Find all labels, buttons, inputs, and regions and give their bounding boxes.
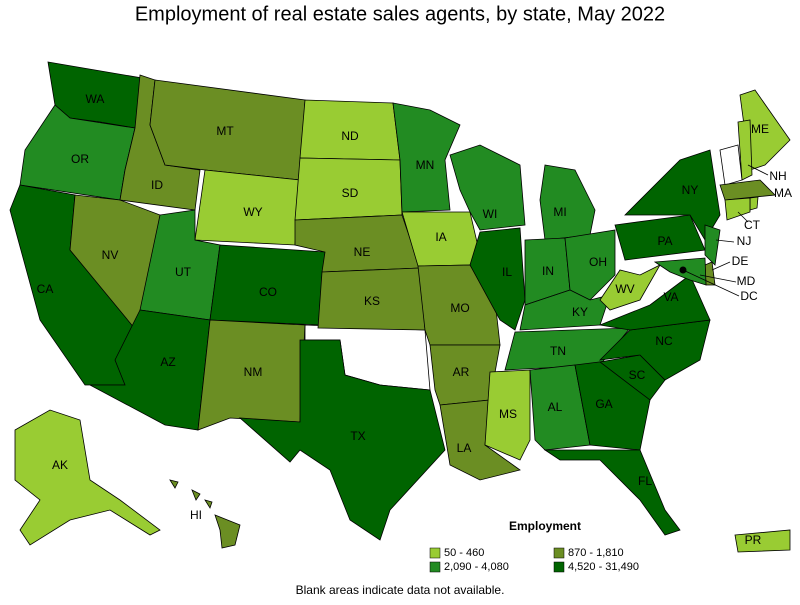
state-label: CA [37,282,54,296]
state [624,149,721,241]
leader-line [747,164,769,176]
state-label: PA [657,234,672,248]
state-label: ME [751,122,769,136]
state-label: NH [769,169,786,183]
legend-label: 2,090 - 4,080 [444,561,509,573]
state [14,409,161,546]
state [484,369,531,461]
state-label: KY [572,305,588,319]
state-label: DE [732,254,749,268]
state-label: SD [342,186,359,200]
state [214,514,241,549]
state-label: NM [244,365,263,379]
state [529,364,591,451]
state-label: IL [502,265,512,279]
legend-label: 4,520 - 31,490 [568,561,639,573]
state-label: WI [483,207,498,221]
state-label: LA [457,441,472,455]
legend-title: Employment [509,519,581,533]
state-label: IA [435,230,446,244]
state-label: AK [52,458,68,472]
leader-line [715,239,735,243]
state [598,274,711,331]
state-label: DC [740,289,758,303]
state [449,144,526,231]
legend: 50 - 460 870 - 1,810 2,090 - 4,080 4,520 - … [429,547,639,573]
state-label: IN [542,264,554,278]
legend-swatch [553,547,565,559]
state [469,227,526,331]
state [724,197,751,221]
state-label: MT [216,124,234,138]
state [204,499,213,509]
state-label: SC [629,368,646,382]
state-label: CO [259,285,277,299]
leader-line [682,269,740,297]
state-label: MD [737,274,756,288]
state-label: MN [416,158,435,172]
state-label: VA [663,290,678,304]
state-label: MA [774,186,792,200]
state-label: TN [550,344,566,358]
state [719,179,776,201]
state-label: WV [615,282,634,296]
state-label: ID [151,178,163,192]
state-label: OR [71,152,89,166]
state-label: TX [350,429,365,443]
state-label: OH [589,255,607,269]
state [238,339,446,541]
legend-swatch [429,547,441,559]
state [169,479,179,489]
state-label: AL [548,400,563,414]
state-no-data [719,144,743,186]
legend-label: 870 - 1,810 [568,547,624,559]
state-label: AZ [160,355,175,369]
state-label: NE [354,245,371,259]
state-label: MO [450,301,469,315]
state [539,164,596,241]
state-label: GA [595,397,612,411]
state-label: WY [243,205,262,219]
state-label: AR [453,365,470,379]
state-label: HI [190,508,202,522]
state-label: NJ [737,234,752,248]
state-label: WA [86,92,105,106]
state [564,229,616,301]
state-label: CT [744,218,761,232]
legend-swatch [553,561,565,573]
state [191,489,201,501]
leader-line [699,274,737,283]
state-label: NV [102,248,119,262]
state-label: MS [499,407,517,421]
state-label: NC [655,334,673,348]
state-label: FL [638,474,652,488]
state-label: ND [341,129,359,143]
state-label: KS [364,294,380,308]
legend-swatch [429,561,441,573]
state [704,261,716,286]
state [704,224,721,266]
state-unlabeled [749,196,759,211]
leader-line [737,211,749,223]
map-title: Employment of real estate sales agents, … [135,3,665,25]
note: Blank areas indicate data not available. [296,583,505,597]
state-label: NY [682,183,699,197]
state-labels: WA OR CA NV ID MT WY UT AZ CO NM ND SD NE KS TX MN IA MO AR… [37,92,792,547]
state-label: PR [745,533,762,547]
state-label: MI [553,205,566,219]
state [543,449,681,536]
state [734,529,791,553]
states [9,61,791,553]
state [392,102,461,213]
leader-line [711,261,731,271]
legend-label: 50 - 460 [444,547,484,559]
state-label: UT [175,265,192,279]
